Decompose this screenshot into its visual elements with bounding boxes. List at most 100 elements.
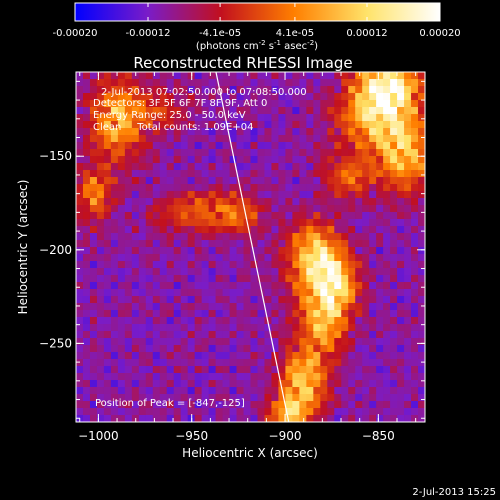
heatmap-cell	[139, 408, 147, 416]
heatmap-cell	[320, 282, 328, 290]
heatmap-cell	[104, 289, 112, 297]
heatmap-cell	[132, 282, 140, 290]
heatmap-cell	[83, 240, 91, 248]
heatmap-cell	[90, 184, 98, 192]
heatmap-cell	[216, 205, 224, 213]
heatmap-cell	[327, 226, 335, 234]
heatmap-cell	[418, 261, 426, 269]
heatmap-cell	[411, 310, 419, 318]
heatmap-cell	[251, 135, 259, 143]
heatmap-cell	[111, 226, 119, 234]
y-tick-label: −150	[39, 149, 72, 163]
heatmap-cell	[278, 79, 286, 87]
heatmap-cell	[83, 198, 91, 206]
heatmap-cell	[341, 408, 349, 416]
heatmap-cell	[348, 254, 356, 262]
heatmap-cell	[313, 212, 321, 220]
heatmap-cell	[306, 72, 314, 80]
heatmap-cell	[160, 163, 168, 171]
heatmap-cell	[223, 324, 231, 332]
heatmap-cell	[251, 198, 259, 206]
heatmap-cell	[174, 72, 182, 80]
heatmap-cell	[216, 261, 224, 269]
heatmap-cell	[83, 289, 91, 297]
heatmap-cell	[348, 128, 356, 136]
heatmap-cell	[251, 226, 259, 234]
heatmap-cell	[257, 233, 265, 241]
heatmap-cell	[264, 205, 272, 213]
heatmap-cell	[230, 366, 238, 374]
heatmap-cell	[188, 387, 196, 395]
heatmap-cell	[327, 121, 335, 129]
heatmap-cell	[313, 163, 321, 171]
heatmap-cell	[292, 415, 300, 423]
heatmap-cell	[216, 303, 224, 311]
heatmap-cell	[83, 100, 91, 108]
heatmap-cell	[264, 373, 272, 381]
heatmap-cell	[160, 345, 168, 353]
heatmap-cell	[153, 254, 161, 262]
heatmap-cell	[397, 345, 405, 353]
heatmap-cell	[278, 282, 286, 290]
heatmap-cell	[355, 282, 363, 290]
heatmap-cell	[404, 331, 412, 339]
heatmap-cell	[411, 359, 419, 367]
heatmap-cell	[251, 184, 259, 192]
heatmap-cell	[153, 289, 161, 297]
heatmap-cell	[306, 149, 314, 157]
heatmap-cell	[341, 212, 349, 220]
heatmap-cell	[355, 401, 363, 409]
heatmap-cell	[216, 380, 224, 388]
heatmap-cell	[418, 79, 426, 87]
heatmap-cell	[264, 275, 272, 283]
y-tick-label: −250	[39, 336, 72, 350]
heatmap-cell	[167, 310, 175, 318]
heatmap-cell	[146, 219, 154, 227]
heatmap-cell	[125, 310, 133, 318]
heatmap-cell	[341, 317, 349, 325]
heatmap-cell	[376, 247, 384, 255]
heatmap-cell	[278, 240, 286, 248]
heatmap-cell	[188, 149, 196, 157]
heatmap-cell	[313, 408, 321, 416]
heatmap-cell	[334, 394, 342, 402]
heatmap-cell	[390, 107, 398, 115]
heatmap-cell	[411, 240, 419, 248]
heatmap-cell	[383, 359, 391, 367]
heatmap-cell	[174, 254, 182, 262]
heatmap-cell	[334, 205, 342, 213]
heatmap-cell	[320, 310, 328, 318]
heatmap-cell	[125, 135, 133, 143]
heatmap-cell	[257, 128, 265, 136]
heatmap-cell	[167, 163, 175, 171]
heatmap-cell	[292, 303, 300, 311]
heatmap-cell	[90, 310, 98, 318]
heatmap-cell	[390, 163, 398, 171]
heatmap-cell	[167, 261, 175, 269]
heatmap-cell	[216, 212, 224, 220]
heatmap-cell	[362, 191, 370, 199]
heatmap-cell	[362, 408, 370, 416]
heatmap-cell	[97, 135, 105, 143]
heatmap-cell	[76, 163, 84, 171]
heatmap-cell	[285, 324, 293, 332]
heatmap-cell	[334, 352, 342, 360]
heatmap-cell	[362, 268, 370, 276]
heatmap-cell	[313, 296, 321, 304]
heatmap-cell	[181, 352, 189, 360]
heatmap-cell	[299, 366, 307, 374]
info-detectors: Detectors: 3F 5F 6F 7F 8F 9F, Att 0	[93, 98, 267, 109]
heatmap-cell	[216, 324, 224, 332]
heatmap-cell	[264, 198, 272, 206]
heatmap-cell	[313, 184, 321, 192]
heatmap-cell	[397, 170, 405, 178]
heatmap-cell	[285, 387, 293, 395]
heatmap-cell	[341, 226, 349, 234]
heatmap-cell	[285, 303, 293, 311]
heatmap-cell	[76, 212, 84, 220]
heatmap-cell	[397, 303, 405, 311]
heatmap-cell	[334, 359, 342, 367]
heatmap-cell	[390, 380, 398, 388]
heatmap-cell	[181, 296, 189, 304]
heatmap-cell	[174, 303, 182, 311]
